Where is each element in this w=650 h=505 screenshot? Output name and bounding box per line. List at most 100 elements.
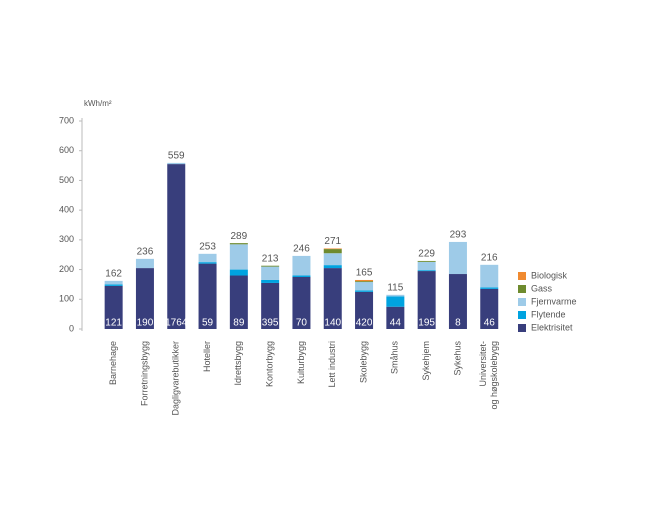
bar-segment — [104, 285, 123, 329]
bar-segment — [229, 243, 248, 245]
bar-segment — [355, 282, 374, 291]
count-label: 121 — [105, 318, 122, 329]
x-tick-label: Kulturbygg — [296, 341, 306, 384]
total-label: 213 — [262, 253, 279, 264]
count-label: 420 — [356, 318, 373, 329]
total-label: 559 — [168, 151, 185, 162]
bar-segment — [104, 280, 123, 285]
bar-segment — [417, 271, 436, 329]
bar-segment — [355, 281, 374, 283]
x-tick-label: Hoteller — [202, 341, 212, 372]
x-tick-label: Lett industri — [327, 341, 337, 388]
total-label: 253 — [199, 241, 216, 252]
y-tick-label: 500 — [59, 175, 74, 185]
bar-segment — [480, 288, 499, 329]
bar-segment — [135, 258, 154, 269]
x-tick-label: Idrettsbygg — [233, 341, 243, 386]
legend-swatch — [518, 311, 526, 319]
total-label: 229 — [418, 249, 435, 260]
bar-segment — [355, 291, 374, 329]
bar-segment — [323, 268, 342, 329]
legend-swatch — [518, 324, 526, 332]
bar-segment — [417, 270, 436, 272]
x-tick-label: Sykehjem — [421, 341, 431, 381]
bar-segment — [229, 269, 248, 276]
legend-label: Biologisk — [531, 270, 568, 280]
count-label: 195 — [418, 318, 435, 329]
bar-segment — [135, 268, 154, 329]
legend-swatch — [518, 298, 526, 306]
bar-segment — [229, 244, 248, 270]
x-tick-label: Kontorbygg — [265, 341, 275, 387]
total-label: 115 — [387, 282, 403, 293]
x-tick-label: Småhus — [390, 341, 400, 375]
x-tick-label: Universitet-og høgskolebygg — [478, 341, 499, 410]
bar-segment — [417, 261, 436, 271]
x-tick-label: Forretningsbygg — [139, 341, 149, 406]
bar-segment — [386, 296, 405, 307]
count-label: 140 — [324, 318, 341, 329]
total-label: 293 — [450, 230, 467, 241]
total-label: 216 — [481, 252, 498, 263]
count-label: 190 — [137, 318, 154, 329]
bar-segment — [448, 241, 467, 275]
bar-segment — [167, 164, 186, 329]
bar-segment — [261, 265, 280, 267]
total-label: 162 — [105, 269, 122, 280]
bar-segment — [261, 282, 280, 329]
total-label: 236 — [137, 247, 154, 258]
count-label: 89 — [233, 318, 245, 329]
bar-segment — [229, 275, 248, 329]
bar-segment — [386, 306, 405, 329]
bar-segment — [480, 264, 499, 288]
count-label: 59 — [202, 318, 214, 329]
bar-segment — [167, 162, 186, 165]
y-tick-label: 0 — [69, 323, 74, 333]
bar-segment — [355, 290, 374, 292]
x-tick-label: Sykehus — [452, 341, 462, 376]
bar-segment — [448, 274, 467, 329]
bar-segment — [198, 263, 217, 329]
bar-segment — [323, 265, 342, 269]
count-label: 46 — [484, 318, 496, 329]
total-label: 165 — [356, 268, 373, 279]
bar-segment — [292, 277, 311, 329]
count-label: 44 — [390, 318, 402, 329]
y-tick-label: 100 — [59, 294, 74, 304]
bar-segment — [480, 287, 499, 289]
legend-label: Fjernvarme — [531, 296, 577, 306]
legend-swatch — [518, 285, 526, 293]
legend-label: Elektrisitet — [531, 322, 573, 332]
count-label: 70 — [296, 318, 308, 329]
bar-segment — [417, 260, 436, 262]
legend-label: Flytende — [531, 309, 566, 319]
bar-segment — [261, 279, 280, 283]
bar-segment — [292, 255, 311, 276]
total-label: 271 — [324, 236, 341, 247]
bar-segment — [386, 294, 405, 297]
bar-segment — [355, 279, 374, 282]
bar-segment — [292, 275, 311, 277]
bar-segment — [323, 253, 342, 266]
y-tick-label: 700 — [59, 115, 74, 125]
legend-label: Gass — [531, 283, 553, 293]
y-tick-label: 200 — [59, 264, 74, 274]
count-label: 395 — [262, 318, 279, 329]
y-tick-label: 400 — [59, 205, 74, 215]
total-label: 246 — [293, 244, 310, 255]
bar-segment — [323, 249, 342, 254]
x-tick-label: Skolebygg — [358, 341, 368, 383]
bar-segment — [261, 266, 280, 280]
y-tick-label: 300 — [59, 234, 74, 244]
x-tick-label: Barnehage — [108, 341, 118, 385]
count-label: 8 — [455, 318, 461, 329]
bar-segment — [104, 284, 123, 286]
y-axis-label: kWh/m² — [84, 99, 112, 108]
y-tick-label: 600 — [59, 145, 74, 155]
x-tick-label: Dagligvarebutikker — [171, 341, 181, 416]
count-label: 1764 — [165, 318, 188, 329]
bar-segment — [198, 253, 217, 263]
bar-segment — [198, 262, 217, 264]
bar-segment — [323, 248, 342, 250]
